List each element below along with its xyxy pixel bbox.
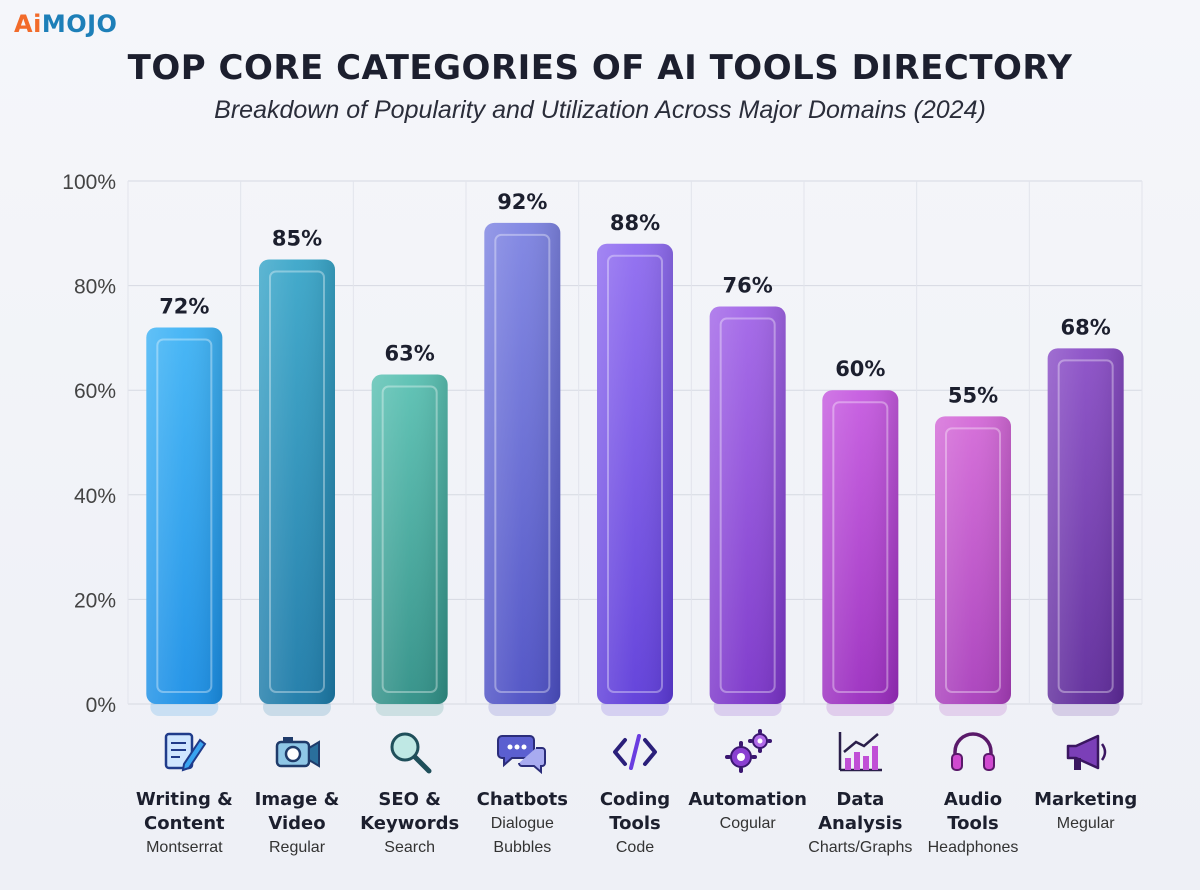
y-tick-label: 80% <box>74 276 116 299</box>
y-tick-label: 60% <box>74 380 116 403</box>
category-subtitle: Search <box>384 839 435 856</box>
category-name: Automation <box>688 789 807 810</box>
headphones-icon <box>911 726 1035 778</box>
megaphone-icon <box>1024 726 1148 778</box>
category-name: Coding Tools <box>599 789 671 834</box>
category-label: Coding Tools Code <box>573 726 697 860</box>
bar-shading <box>259 259 335 704</box>
chart-subtitle: Breakdown of Popularity and Utilization … <box>214 96 986 124</box>
category-name: Data Analysis <box>818 789 903 834</box>
edit-document-icon <box>122 726 246 778</box>
category-name: Writing & Content <box>135 789 233 834</box>
category-subtitle: Megular <box>1056 815 1115 832</box>
bar-value-label: 76% <box>723 274 773 298</box>
bar-chart-icon <box>798 726 922 778</box>
category-name: Audio Tools <box>943 789 1003 834</box>
y-tick-label: 0% <box>86 694 116 717</box>
gears-icon <box>686 726 810 778</box>
bar-shading <box>935 416 1011 704</box>
bar-shading <box>146 327 223 704</box>
bar-inner-bevel <box>269 270 325 693</box>
y-tick-label: 40% <box>74 485 116 508</box>
category-subtitle: Montserrat <box>146 839 223 856</box>
bar-value-label: 72% <box>159 294 209 318</box>
category-label: Audio Tools Headphones <box>911 726 1035 860</box>
category-subtitle: Headphones <box>927 839 1019 856</box>
y-tick-label: 100% <box>62 171 116 194</box>
bar-value-label: 68% <box>1061 315 1111 339</box>
bar-inner-bevel <box>832 401 889 693</box>
category-name: Chatbots <box>476 789 568 810</box>
bar-value-label: 88% <box>610 211 660 235</box>
category-subtitle: Charts/Graphs <box>808 839 913 856</box>
category-subtitle: Cogular <box>719 815 776 832</box>
search-icon <box>348 726 472 778</box>
category-subtitle: Code <box>615 839 655 856</box>
bar-inner-bevel <box>607 254 663 693</box>
brand-logo: AiMOJO <box>14 10 118 38</box>
category-name: SEO & Keywords <box>360 789 460 834</box>
bar-value-label: 92% <box>497 190 547 214</box>
y-tick-label: 20% <box>74 589 116 612</box>
category-subtitle: Dialogue Bubbles <box>490 815 554 856</box>
bar-value-label: 55% <box>948 383 998 407</box>
bar-shading <box>597 243 673 704</box>
category-label: Data Analysis Charts/Graphs <box>798 726 922 860</box>
bar-inner-bevel <box>1057 359 1114 693</box>
category-label: Writing & Content Montserrat <box>122 726 246 860</box>
bar-shading <box>709 306 786 704</box>
bar-shading <box>371 374 448 704</box>
bar-inner-bevel <box>494 233 551 693</box>
category-subtitle: Regular <box>268 839 326 856</box>
chat-bubbles-icon <box>460 726 584 778</box>
category-name: Image & Video <box>254 789 340 834</box>
category-label: Image & Video Regular <box>235 726 359 860</box>
bar-value-label: 60% <box>835 357 885 381</box>
category-label: Marketing Megular <box>1024 726 1148 836</box>
bar-value-label: 63% <box>385 342 435 366</box>
category-label: SEO & Keywords Search <box>348 726 472 860</box>
bar-inner-bevel <box>156 338 213 693</box>
category-name: Marketing <box>1034 789 1138 810</box>
code-icon <box>573 726 697 778</box>
bar-value-label: 85% <box>272 226 322 250</box>
category-label: Automation Cogular <box>686 726 810 836</box>
bar-inner-bevel <box>719 317 776 693</box>
bar-shading <box>1047 348 1124 704</box>
bar-shading <box>484 222 561 704</box>
bar-shading <box>822 390 899 704</box>
bar-inner-bevel <box>945 427 1001 693</box>
category-label: Chatbots Dialogue Bubbles <box>460 726 584 860</box>
camera-video-icon <box>235 726 359 778</box>
bar-inner-bevel <box>381 385 438 693</box>
chart-title: TOP CORE CATEGORIES OF AI TOOLS DIRECTOR… <box>127 48 1073 88</box>
